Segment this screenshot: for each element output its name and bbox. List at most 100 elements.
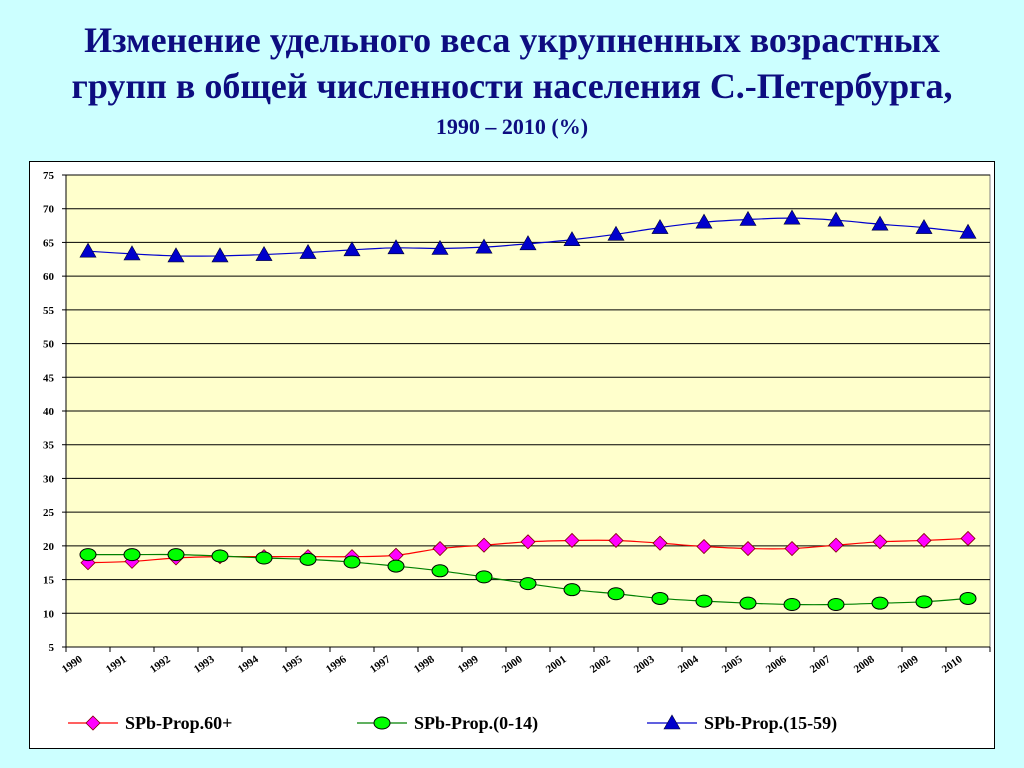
data-point [695, 594, 713, 608]
x-tick-label: 1995 [280, 653, 305, 676]
x-tick-label: 2007 [808, 653, 833, 676]
data-point [299, 552, 317, 566]
x-tick-label: 2003 [632, 653, 657, 676]
y-tick-label: 65 [43, 237, 55, 249]
x-tick-label: 1994 [236, 653, 261, 676]
y-tick-label: 5 [49, 642, 55, 654]
data-point [783, 598, 801, 612]
series-triangle [79, 209, 977, 263]
data-point [520, 534, 536, 550]
data-point [871, 596, 889, 610]
y-tick-label: 25 [43, 507, 55, 519]
chart-subtitle: 1990 – 2010 (%) [435, 114, 589, 139]
data-point [387, 239, 405, 255]
data-point [211, 247, 229, 263]
data-point [827, 211, 845, 227]
data-point [915, 595, 933, 609]
data-point [740, 540, 756, 557]
chart-title-line2: групп в общей численности населения С.-П… [71, 66, 953, 106]
y-tick-label: 50 [43, 339, 55, 351]
x-tick-label: 2006 [764, 653, 789, 676]
data-point [476, 537, 492, 553]
y-tick-label: 75 [43, 170, 55, 182]
data-point [343, 241, 361, 257]
x-tick-label: 2001 [544, 653, 569, 675]
data-point [431, 239, 449, 255]
axes [62, 174, 991, 652]
data-point [872, 534, 888, 550]
data-point [255, 551, 273, 565]
data-point [432, 540, 448, 557]
y-tick-label: 60 [43, 271, 55, 283]
data-point [167, 247, 185, 263]
data-point [696, 538, 712, 555]
data-point [739, 596, 757, 610]
x-tick-label: 1991 [104, 653, 129, 675]
data-point [475, 238, 493, 254]
data-point [784, 540, 800, 557]
legend-label: SPb-Prop.60+ [125, 713, 232, 733]
y-tick-label: 40 [43, 406, 55, 418]
data-point [167, 548, 185, 562]
data-point [299, 243, 317, 259]
x-tick-label: 1996 [324, 653, 349, 676]
legend-label: SPb-Prop.(0-14) [414, 713, 538, 734]
data-point [960, 530, 976, 547]
y-tick-label: 20 [43, 541, 55, 553]
data-point [519, 235, 537, 251]
y-tick-label: 45 [43, 372, 55, 384]
data-point [915, 218, 933, 234]
data-point [651, 591, 669, 605]
data-point [652, 535, 668, 551]
x-tick-label: 1992 [148, 653, 173, 676]
data-point [387, 559, 405, 573]
legend-label: SPb-Prop.(15-59) [704, 713, 837, 734]
x-tick-label: 1993 [192, 653, 217, 676]
x-tick-label: 1999 [456, 653, 481, 676]
y-tick-label: 70 [43, 204, 55, 216]
series-circle [79, 548, 977, 612]
data-point [651, 218, 669, 234]
x-tick-label: 2004 [676, 653, 701, 676]
data-point [563, 231, 581, 247]
data-point [563, 583, 581, 597]
x-tick-label: 2009 [896, 653, 921, 676]
chart-title-line1: Изменение удельного веса укрупненных воз… [84, 20, 940, 60]
data-point [475, 570, 493, 584]
data-point [607, 587, 625, 601]
x-tick-label: 1990 [60, 653, 85, 676]
data-point [79, 548, 97, 562]
data-point [871, 215, 889, 231]
y-tick-label: 30 [43, 473, 55, 485]
legend-marker [373, 716, 391, 730]
data-point [916, 532, 932, 549]
data-point [431, 564, 449, 578]
x-tick-label: 2008 [852, 653, 877, 676]
legend-marker [85, 715, 101, 731]
data-point [739, 210, 757, 226]
data-point [519, 577, 537, 591]
data-point [959, 223, 977, 239]
data-point [343, 555, 361, 569]
data-point [608, 532, 624, 549]
x-tick-label: 1998 [412, 653, 437, 676]
data-point [123, 245, 141, 261]
data-point [79, 242, 97, 258]
x-tick-label: 1997 [368, 653, 393, 676]
x-tick-label: 2000 [500, 653, 525, 676]
data-point [828, 537, 844, 553]
y-tick-labels: 5 10 15 20 25 30 35 40 45 50 55 60 65 70 75 [43, 170, 55, 654]
data-point [255, 245, 273, 261]
data-point [211, 549, 229, 563]
data-point [607, 225, 625, 241]
data-point [959, 591, 977, 605]
data-point [695, 213, 713, 229]
legend-marker [663, 714, 681, 730]
data-point [783, 209, 801, 225]
x-tick-label: 2002 [588, 653, 613, 676]
x-tick-label: 2010 [940, 653, 965, 676]
legend: SPb-Prop.60+ SPb-Prop.(0-14) SPb-Prop.(15-… [68, 713, 837, 734]
x-tick-labels: 1990 1991 1992 1993 1994 1995 1996 1997 1998 1999… [60, 653, 965, 676]
y-tick-label: 35 [43, 440, 55, 452]
